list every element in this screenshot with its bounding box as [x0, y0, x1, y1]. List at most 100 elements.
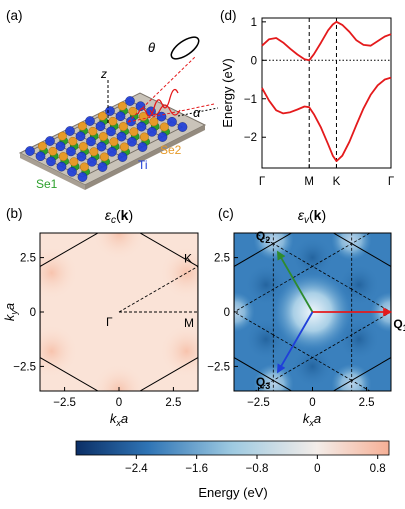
se2-atom [97, 111, 107, 121]
dark-region [336, 262, 381, 307]
ti-atom [177, 122, 188, 132]
dark-region [336, 317, 381, 362]
q-vector-arrow [276, 250, 314, 313]
ti-atom [115, 111, 126, 122]
panel-a-label: (a) [6, 8, 23, 23]
dark-region [290, 235, 335, 280]
ti-atom [116, 131, 127, 142]
panel-d-guides [262, 18, 391, 168]
panel-d-xtick-label: M [304, 176, 314, 188]
panel-c-title: εv(k) [298, 207, 326, 226]
se2-atom [99, 152, 109, 162]
lattice-atoms [25, 96, 188, 182]
q-vectors: Q2 Q1 Q3 [256, 229, 405, 391]
ti-atom [136, 121, 147, 132]
panel-b-ytick-label: −2.5 [13, 361, 36, 373]
light-region [331, 363, 372, 391]
k-point-label: K [184, 251, 192, 265]
reduced-bz-edge [272, 357, 353, 391]
warm-region [93, 364, 145, 391]
se2-atom [109, 137, 119, 147]
light-region [234, 292, 255, 332]
colorbar-tick-label: −2.4 [125, 463, 148, 475]
panel-b: (b) εc(k) Γ K M −2.5 0 2.5 2.5 0 −2.5 kxa kya [2, 206, 199, 428]
se2-atom [118, 122, 128, 131]
panel-b-title-sub: c [111, 215, 116, 226]
panel-c-xtick-label: 2.5 [359, 397, 375, 409]
ti-atom [76, 151, 87, 162]
reduced-bz-edge [272, 233, 353, 267]
light-wave-2 [149, 104, 181, 116]
se2-atom [58, 152, 68, 161]
ti-atom [75, 131, 86, 142]
dark-region [290, 344, 335, 389]
ti-atom [167, 116, 177, 127]
panel-b-xlabel: kxa [110, 411, 128, 428]
panel-d-ytick-label: −2 [244, 132, 257, 144]
panel-b-label: (b) [6, 206, 23, 221]
lattice-slab-edge-left [20, 153, 85, 190]
ti-atom [107, 146, 117, 157]
panel-c-ytick-label: 0 [224, 307, 230, 319]
se2-atom [149, 117, 159, 127]
panel-c: (c) εv(k) Q2 Q1 Q3 −2.5 0 2.5 2.5 0 −2.5 kxa [207, 206, 405, 428]
gamma-k-path [118, 266, 198, 313]
ti-atom [95, 121, 106, 132]
panel-c-ytick-label: 2.5 [214, 253, 230, 265]
warm-region [40, 246, 78, 299]
z-axis-label: z [100, 67, 107, 81]
panel-d-xtick-label: Γ [259, 176, 266, 188]
ti-atom [85, 116, 95, 126]
ti-atom [56, 161, 67, 172]
panel-b-xtick-label: −2.5 [53, 397, 76, 409]
panel-c-xlabel: kxa [303, 411, 321, 428]
colorbar-tick-label: 0 [314, 463, 320, 475]
colorbar-gradient [75, 440, 390, 456]
panel-d-ytick-label: −1 [244, 94, 257, 106]
se2-label: Se2 [160, 143, 182, 157]
ti-atom [127, 136, 137, 147]
se2-atom [119, 142, 129, 152]
panel-b-ylabel: kya [2, 303, 19, 321]
alpha-label: α [193, 105, 201, 120]
panel-c-title-k: k [314, 207, 322, 223]
panel-d-xtick-label: Γ [388, 176, 395, 188]
ti-label: Ti [138, 158, 148, 172]
colorbar-tick-label: −0.8 [246, 463, 269, 475]
ti-atom [55, 141, 66, 152]
panel-d-yticks: 1 0 −1 −2 [244, 17, 266, 144]
se2-atom [77, 121, 87, 131]
dark-region [244, 317, 289, 362]
se2-atom [98, 132, 108, 141]
panel-d-frame [261, 17, 392, 169]
panel-c-ticks: −2.5 0 2.5 2.5 0 −2.5 [207, 253, 374, 409]
ti-atom [106, 126, 116, 137]
ti-atom [105, 106, 115, 116]
ti-atom [77, 172, 88, 182]
reduced-bz-edge [351, 233, 391, 313]
panel-c-title-sub: v [304, 215, 310, 226]
m-point-label: M [184, 316, 194, 330]
panel-b-heatmap [40, 233, 198, 391]
ti-atom [86, 136, 96, 147]
warm-region [93, 233, 145, 260]
panel-a: (a) z θ α Se2 Ti Se1 [6, 8, 219, 191]
q-vector-arrow [276, 311, 314, 374]
reference-axis [177, 107, 219, 117]
panel-b-xtick-label: 0 [116, 397, 122, 409]
warm-region [160, 246, 198, 299]
se2-atom [88, 126, 98, 136]
se2-atom [48, 146, 58, 156]
panel-b-title: εc(k) [105, 207, 133, 226]
se2-atom [89, 147, 99, 157]
gamma-point-label: Γ [106, 315, 113, 329]
se2-atom [37, 141, 47, 151]
ti-atom [35, 151, 46, 162]
polarization-ellipse [170, 36, 200, 60]
reduced-bz-edge [234, 233, 274, 313]
colorbar-ticks: −2.4 −1.6 −0.8 0 0.8 [125, 455, 386, 475]
ti-atom [97, 162, 108, 172]
se2-atom [79, 162, 89, 172]
ti-atom [67, 166, 77, 177]
